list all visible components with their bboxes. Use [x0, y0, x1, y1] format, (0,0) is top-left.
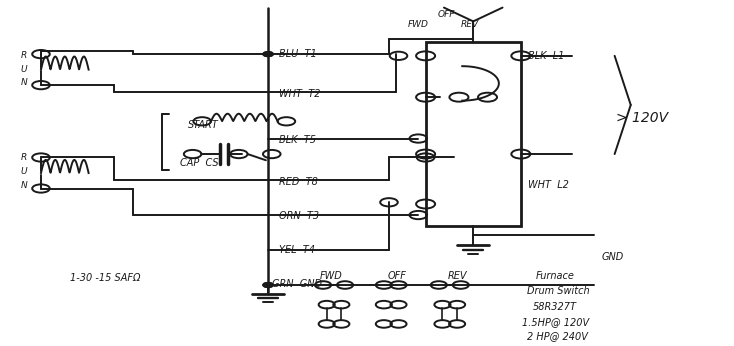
Text: BLK  L1: BLK L1 — [528, 51, 564, 61]
Circle shape — [263, 52, 273, 56]
Text: RED  T8: RED T8 — [279, 176, 318, 186]
Text: U: U — [21, 167, 27, 176]
Text: START: START — [187, 120, 218, 130]
Bar — [426, 42, 521, 226]
Text: Furnace: Furnace — [536, 271, 575, 281]
Text: BLK  T5: BLK T5 — [279, 135, 316, 145]
Circle shape — [263, 283, 273, 288]
Text: GND: GND — [601, 253, 624, 262]
Text: OFF: OFF — [437, 10, 455, 19]
Text: R: R — [21, 51, 27, 60]
Text: REV: REV — [460, 20, 479, 29]
Text: Drum Switch: Drum Switch — [527, 286, 589, 296]
Text: CAP  CS: CAP CS — [180, 158, 219, 168]
Circle shape — [263, 283, 273, 288]
Circle shape — [263, 52, 273, 56]
Text: R: R — [21, 153, 27, 162]
Text: ORN  T3: ORN T3 — [279, 211, 319, 221]
Text: > 120V: > 120V — [616, 111, 668, 125]
Text: U: U — [21, 65, 27, 74]
Text: 1.5HP@ 120V: 1.5HP@ 120V — [523, 317, 589, 327]
Text: WHT  T2: WHT T2 — [279, 89, 321, 99]
Text: OFF: OFF — [388, 271, 407, 281]
Text: FWD: FWD — [408, 20, 429, 29]
Text: REV: REV — [448, 271, 467, 281]
Text: N: N — [21, 181, 27, 190]
Text: 58R327T: 58R327T — [533, 302, 577, 312]
Text: BLU  T1: BLU T1 — [279, 49, 317, 59]
Text: 2 HP@ 240V: 2 HP@ 240V — [527, 331, 588, 341]
Text: GRN  GND: GRN GND — [272, 279, 321, 289]
Text: N: N — [21, 78, 27, 87]
Text: FWD: FWD — [319, 271, 342, 281]
Text: WHT  L2: WHT L2 — [528, 180, 569, 190]
Text: YEL  T4: YEL T4 — [279, 245, 315, 255]
Text: 1-30 -15 SAFΩ: 1-30 -15 SAFΩ — [70, 273, 141, 283]
